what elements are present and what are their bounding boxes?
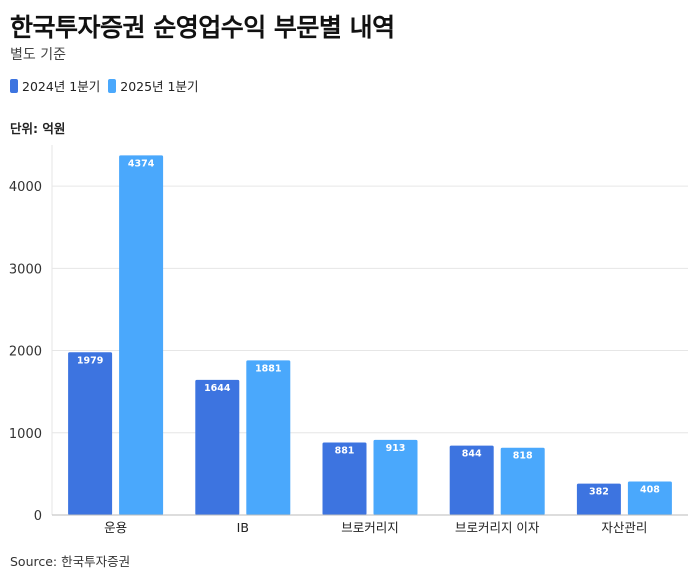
bar-2025 xyxy=(373,439,418,515)
legend-swatch-2024 xyxy=(10,78,18,93)
x-category-label: 브로커리지 이자 xyxy=(455,520,540,535)
x-category-label: 자산관리 xyxy=(601,520,647,535)
chart-subtitle: 별도 기준 xyxy=(10,47,66,63)
bar-value-label: 1644 xyxy=(204,383,231,394)
y-tick-label: 1000 xyxy=(9,427,42,442)
x-category-label: 운용 xyxy=(104,520,127,535)
bar-value-label: 844 xyxy=(462,449,482,460)
legend-label-2025: 2025년 1분기 xyxy=(120,79,199,94)
unit-label: 단위: 억원 xyxy=(10,121,66,136)
legend-item-2025: 2025년 1분기 xyxy=(108,76,199,95)
bar-2025 xyxy=(246,360,291,515)
chart-title: 한국투자증권 순영업수익 부문별 내역 xyxy=(10,13,395,42)
bar-value-label: 4374 xyxy=(128,158,155,169)
bar-2025 xyxy=(627,481,672,515)
y-tick-label: 0 xyxy=(34,509,42,524)
bar-value-label: 408 xyxy=(640,484,660,495)
bar-2025 xyxy=(119,155,164,516)
legend-swatch-2025 xyxy=(108,78,117,93)
y-tick-label: 4000 xyxy=(9,180,42,195)
legend-item-2024: 2024년 1분기 xyxy=(10,76,100,95)
x-category-label: IB xyxy=(237,520,249,535)
bar-value-label: 913 xyxy=(386,443,406,454)
y-tick-label: 2000 xyxy=(9,345,42,360)
bar-2024 xyxy=(68,352,113,515)
x-category-label: 브로커리지 xyxy=(341,520,399,535)
bar-value-label: 382 xyxy=(589,487,609,498)
bar-2024 xyxy=(322,442,367,515)
source-note: Source: 한국투자증권 xyxy=(10,554,131,569)
bar-2024 xyxy=(576,483,621,515)
bar-value-label: 1881 xyxy=(255,363,281,374)
y-tick-label: 3000 xyxy=(9,262,42,277)
bar-value-label: 1979 xyxy=(77,355,103,366)
bar-2024 xyxy=(195,379,240,515)
bar-value-label: 818 xyxy=(513,451,533,462)
bar-2025 xyxy=(500,447,545,515)
legend: 2024년 1분기 2025년 1분기 xyxy=(10,76,199,95)
bar-2024 xyxy=(449,445,494,515)
legend-label-2024: 2024년 1분기 xyxy=(22,79,101,94)
bar-value-label: 881 xyxy=(335,446,355,457)
